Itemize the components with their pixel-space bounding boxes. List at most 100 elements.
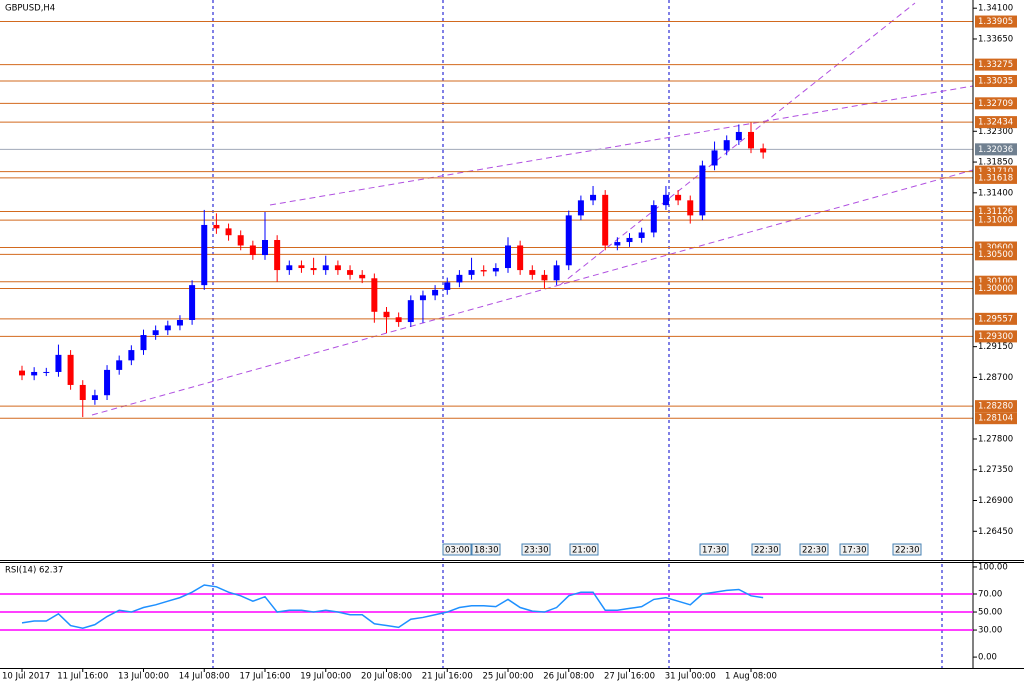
candle-body [237,235,244,246]
x-tick-label: 17 Jul 16:00 [240,672,291,682]
rsi-tick-label: 70.00 [978,590,1002,600]
x-tick-label: 11 Jul 16:00 [57,672,108,682]
level-label: 1.30100 [978,277,1013,287]
level-tag [975,75,1017,88]
current-price-label: 1.32036 [978,145,1013,155]
level-label: 1.28280 [978,402,1013,412]
level-tag [975,412,1017,425]
session-box [839,543,869,556]
level-label: 1.33035 [978,77,1013,87]
candle-body [310,268,317,271]
candle-body [638,232,645,238]
candle-body [322,265,329,271]
rsi-tick-label: 100.00 [978,562,1008,572]
candle-body [760,148,767,153]
candle-body [67,354,74,385]
candle-body [602,194,609,246]
y-tick-label: 1.29150 [978,342,1013,352]
y-tick-label: 1.31850 [978,158,1013,168]
y-tick-label: 1.34100 [978,4,1013,14]
session-box [751,543,781,556]
candle-body [590,194,597,201]
candle-body [565,215,572,266]
y-tick-label: 1.27800 [978,434,1013,444]
candle-body [334,265,341,271]
session-label: 23:30 [524,546,549,556]
candle-body [444,282,451,290]
session-box [569,543,599,556]
candle-body [529,270,536,275]
level-tag [975,282,1017,295]
candle-body [480,270,487,272]
level-label: 1.31618 [978,173,1013,183]
level-label: 1.30500 [978,250,1013,260]
level-tag [975,400,1017,413]
session-label: 22:30 [754,546,779,556]
x-tick-label: 10 Jul 2017 [2,672,50,682]
candle-body [128,350,135,361]
x-tick-label: 26 Jul 08:00 [543,672,594,682]
candle-body [748,131,754,149]
candle-body [517,245,524,271]
candle-body [31,371,38,376]
y-tick-label: 1.27350 [978,465,1013,475]
candle-body [577,200,584,216]
session-label: 21:00 [572,546,597,556]
x-tick-label: 25 Jul 00:00 [483,672,534,682]
y-tick-label: 1.31400 [978,188,1013,198]
level-tag [975,330,1017,343]
price-tag [975,143,1017,156]
candle-body [116,360,123,370]
candle-body [298,265,305,269]
candle-body [395,317,402,323]
candle-body [347,270,354,275]
rsi-tick-label: 30.00 [978,626,1002,636]
candle-body [189,285,196,320]
x-tick-label: 19 Jul 00:00 [300,672,351,682]
candle-body [19,370,25,376]
candle-body [225,228,232,236]
candle-body [359,274,366,279]
session-box [699,543,729,556]
candle-body [274,240,281,271]
candle-body [164,325,171,331]
level-tag [975,171,1017,184]
chart-title: GBPUSD,H4 [5,4,55,14]
x-tick-label: 14 Jul 08:00 [179,672,230,682]
candle-body [541,274,548,281]
y-tick-label: 1.33650 [978,34,1013,44]
candle-body [735,131,742,141]
level-tag [975,214,1017,227]
level-tag [975,312,1017,325]
candle-body [262,240,268,256]
x-tick-label: 13 Jul 00:00 [118,672,169,682]
session-label: 03:00 [445,546,470,556]
candle-body [371,278,378,312]
candle-body [699,165,706,216]
candle-body [213,224,220,229]
level-label: 1.29557 [978,314,1013,324]
price-panel [0,21,973,419]
candle-body [711,150,718,166]
level-tag [975,248,1017,261]
y-tick-label: 1.28700 [978,373,1013,383]
candle-body [383,311,390,318]
candle-body [43,371,50,373]
trend-line [91,169,974,416]
session-box [521,543,551,556]
candle-body [201,224,208,286]
trend-line [559,2,916,286]
candle-body [662,194,669,206]
session-box [892,543,922,556]
rsi-tick-label: 0.00 [978,653,997,663]
candle-body [626,237,633,243]
candle-body [176,320,183,326]
y-tick-label: 1.26900 [978,496,1013,506]
candle-body [723,140,730,151]
x-tick-label: 1 Aug 08:00 [725,672,777,682]
candle-body [492,268,499,272]
level-label: 1.32434 [978,118,1013,128]
candle-body [104,369,111,396]
candle-body [614,242,621,246]
